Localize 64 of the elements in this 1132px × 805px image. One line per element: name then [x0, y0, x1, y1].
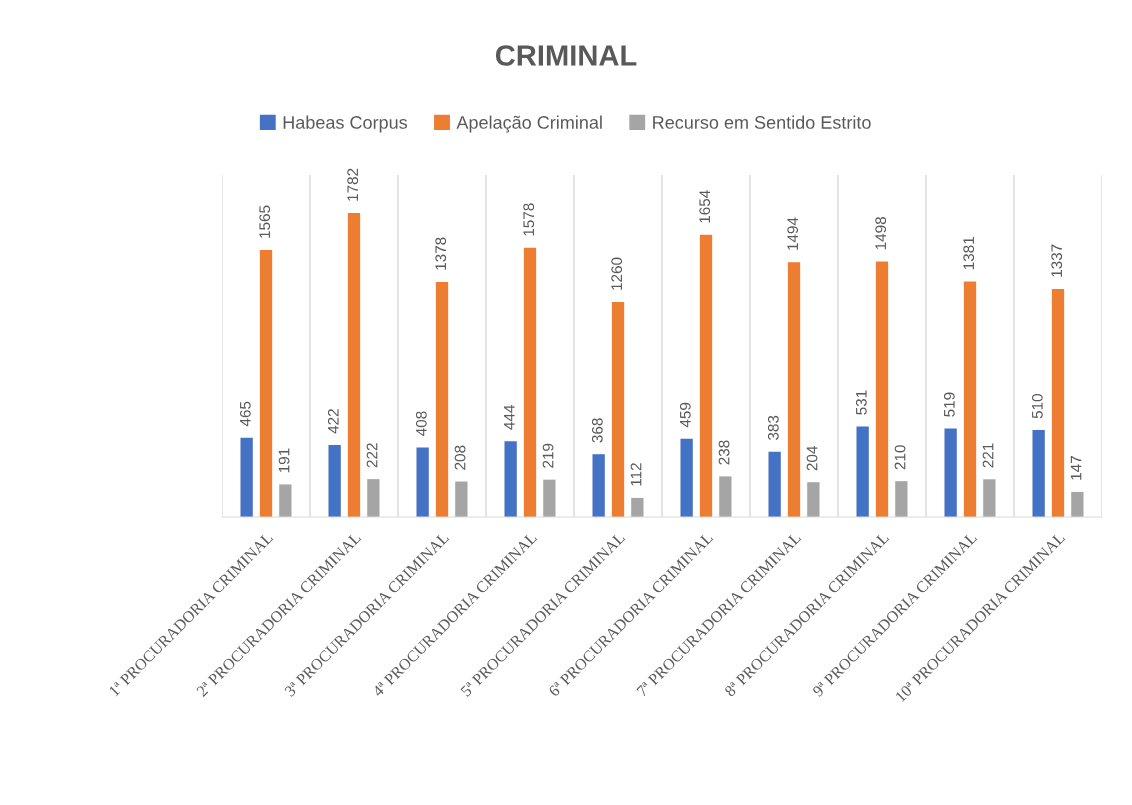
bar — [416, 447, 429, 517]
bar — [504, 441, 517, 517]
data-label: 1260 — [611, 257, 623, 290]
bar — [367, 479, 380, 517]
bar — [699, 234, 713, 517]
data-label: 368 — [591, 418, 603, 443]
data-label: 459 — [679, 402, 691, 428]
data-label: 112 — [630, 463, 642, 486]
data-label: 510 — [1031, 393, 1043, 419]
bar — [1032, 430, 1045, 517]
bar — [856, 426, 869, 517]
bar — [455, 481, 468, 517]
data-label: 1578 — [523, 203, 535, 236]
bar — [328, 445, 341, 517]
data-label: 1782 — [347, 168, 359, 201]
data-label: 383 — [767, 415, 779, 440]
data-label: 238 — [718, 440, 730, 465]
legend-label: Habeas Corpus — [283, 115, 408, 133]
data-label: 519 — [943, 392, 955, 417]
bar — [807, 482, 820, 517]
bar — [1051, 288, 1065, 517]
data-label: 204 — [806, 446, 818, 471]
bar — [719, 476, 732, 517]
data-label: 1337 — [1051, 244, 1063, 277]
bar — [592, 454, 605, 517]
data-label: 1654 — [699, 190, 711, 223]
bar — [787, 262, 801, 517]
bar — [543, 479, 556, 517]
data-label: 221 — [982, 443, 994, 468]
bar — [895, 481, 908, 517]
data-label: 147 — [1070, 456, 1082, 480]
bar — [523, 247, 537, 517]
bar — [963, 281, 977, 517]
bar — [279, 484, 292, 517]
data-label: 444 — [504, 405, 515, 430]
data-label: 465 — [239, 401, 251, 427]
data-label: 1565 — [259, 205, 271, 238]
bar — [347, 213, 361, 517]
data-label: 208 — [454, 445, 466, 470]
data-label: 1498 — [875, 217, 887, 250]
data-label: 422 — [327, 409, 339, 434]
bar — [631, 497, 644, 517]
bar — [768, 451, 781, 517]
data-label: 222 — [366, 443, 378, 468]
bar — [259, 250, 273, 517]
data-label: 531 — [855, 390, 867, 415]
bar — [983, 479, 996, 517]
bar — [240, 437, 253, 517]
bar — [875, 261, 889, 517]
bar — [944, 428, 957, 517]
data-label: 1494 — [787, 217, 799, 250]
legend-label: Apelação Criminal — [456, 115, 602, 133]
data-label: 1381 — [963, 237, 975, 270]
bar — [1071, 491, 1084, 517]
bar — [435, 281, 449, 517]
bar — [611, 302, 625, 517]
data-label: 210 — [894, 445, 906, 470]
data-label: 191 — [278, 448, 290, 473]
legend-label: Recurso em Sentido Estrito — [653, 115, 871, 129]
data-label: 219 — [542, 443, 554, 468]
data-label: 1378 — [435, 237, 447, 270]
data-label: 408 — [415, 411, 427, 436]
bar — [680, 438, 693, 517]
chart-title: CRIMINAL — [495, 45, 637, 66]
